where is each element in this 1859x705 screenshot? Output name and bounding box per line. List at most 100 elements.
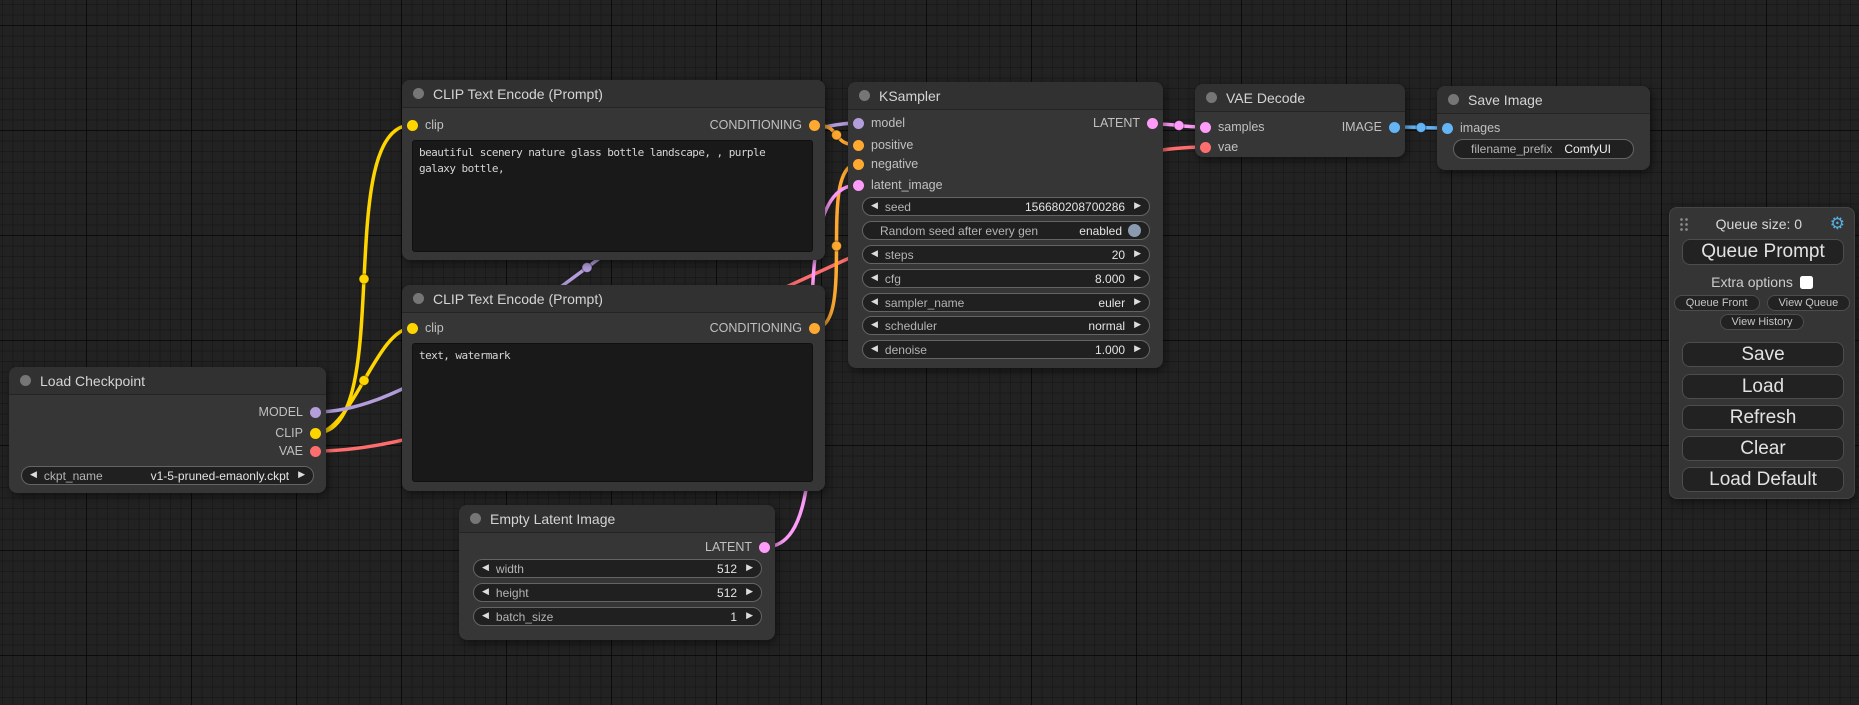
- input-slot-samples[interactable]: samples: [1195, 117, 1265, 137]
- scheduler-widget[interactable]: ◀ scheduler normal ▶: [862, 316, 1150, 335]
- height-widget[interactable]: ◀ height 512 ▶: [473, 583, 762, 602]
- increment-arrow-icon[interactable]: ▶: [1134, 273, 1141, 283]
- clip-slot-dot[interactable]: [310, 427, 321, 439]
- decrement-arrow-icon[interactable]: ◀: [482, 587, 489, 597]
- decrement-arrow-icon[interactable]: ◀: [871, 297, 878, 307]
- increment-arrow-icon[interactable]: ▶: [746, 563, 753, 573]
- input-slot-model[interactable]: model: [848, 113, 905, 133]
- output-slot-image[interactable]: IMAGE: [1342, 117, 1405, 137]
- conditioning-slot-dot[interactable]: [809, 119, 820, 131]
- output-slot-vae[interactable]: VAE: [279, 441, 326, 461]
- collapse-dot-icon[interactable]: [1448, 94, 1459, 105]
- input-slot-latent-image[interactable]: latent_image: [848, 175, 943, 195]
- collapse-dot-icon[interactable]: [413, 88, 424, 99]
- collapse-dot-icon[interactable]: [1206, 92, 1217, 103]
- node-ksampler[interactable]: KSampler model LATENT positive negative …: [848, 82, 1163, 368]
- decrement-arrow-icon[interactable]: ◀: [482, 611, 489, 621]
- extra-options-checkbox[interactable]: [1799, 275, 1813, 289]
- increment-arrow-icon[interactable]: ▶: [1134, 201, 1141, 211]
- queue-menu-panel[interactable]: Queue size: 0 ⚙ Queue Prompt Extra optio…: [1669, 207, 1855, 499]
- ckpt-name-widget[interactable]: ◀ ckpt_name v1-5-pruned-emaonly.ckpt ▶: [21, 466, 314, 485]
- input-slot-clip[interactable]: clip: [402, 115, 444, 135]
- node-clip-text-encode-positive[interactable]: CLIP Text Encode (Prompt) clip CONDITION…: [402, 80, 825, 260]
- input-slot-images[interactable]: images: [1437, 118, 1500, 138]
- vae-slot-dot[interactable]: [1200, 141, 1211, 153]
- steps-widget[interactable]: ◀ steps 20 ▶: [862, 245, 1150, 264]
- node-title-bar[interactable]: Empty Latent Image: [459, 505, 775, 533]
- increment-arrow-icon[interactable]: ▶: [1134, 320, 1141, 330]
- clear-button[interactable]: Clear: [1682, 436, 1844, 461]
- latent-slot-dot[interactable]: [853, 179, 864, 191]
- node-load-checkpoint[interactable]: Load Checkpoint MODEL CLIP VAE ◀ ckpt_na…: [9, 367, 326, 493]
- node-vae-decode[interactable]: VAE Decode samples IMAGE vae: [1195, 84, 1405, 157]
- increment-arrow-icon[interactable]: ▶: [1134, 344, 1141, 354]
- model-slot-dot[interactable]: [853, 117, 864, 129]
- output-slot-latent[interactable]: LATENT: [1093, 113, 1163, 133]
- denoise-widget[interactable]: ◀ denoise 1.000 ▶: [862, 340, 1150, 359]
- drag-handle-icon[interactable]: [1679, 217, 1688, 231]
- input-slot-negative[interactable]: negative: [848, 154, 918, 174]
- vae-slot-dot[interactable]: [310, 445, 321, 457]
- image-slot-dot[interactable]: [1389, 121, 1400, 133]
- negative-prompt-textarea[interactable]: text, watermark: [412, 343, 813, 482]
- decrement-arrow-icon[interactable]: ◀: [871, 344, 878, 354]
- sampler-name-widget[interactable]: ◀ sampler_name euler ▶: [862, 293, 1150, 312]
- load-default-button[interactable]: Load Default: [1682, 467, 1844, 492]
- increment-arrow-icon[interactable]: ▶: [746, 587, 753, 597]
- decrement-arrow-icon[interactable]: ◀: [871, 201, 878, 211]
- decrement-arrow-icon[interactable]: ◀: [871, 249, 878, 259]
- width-widget[interactable]: ◀ width 512 ▶: [473, 559, 762, 578]
- latent-slot-dot[interactable]: [759, 541, 770, 553]
- input-slot-clip[interactable]: clip: [402, 318, 444, 338]
- output-slot-latent[interactable]: LATENT: [705, 537, 775, 557]
- image-slot-dot[interactable]: [1442, 122, 1453, 134]
- latent-slot-dot[interactable]: [1147, 117, 1158, 129]
- decrement-arrow-icon[interactable]: ◀: [482, 563, 489, 573]
- latent-slot-dot[interactable]: [1200, 121, 1211, 133]
- node-title-bar[interactable]: CLIP Text Encode (Prompt): [402, 80, 825, 108]
- cfg-widget[interactable]: ◀ cfg 8.000 ▶: [862, 269, 1150, 288]
- model-slot-dot[interactable]: [310, 406, 321, 418]
- conditioning-slot-dot[interactable]: [853, 139, 864, 151]
- load-button[interactable]: Load: [1682, 374, 1844, 399]
- node-title-bar[interactable]: CLIP Text Encode (Prompt): [402, 285, 825, 313]
- refresh-button[interactable]: Refresh: [1682, 405, 1844, 430]
- clip-slot-dot[interactable]: [407, 322, 418, 334]
- positive-prompt-textarea[interactable]: beautiful scenery nature glass bottle la…: [412, 140, 813, 252]
- view-history-button[interactable]: View History: [1719, 314, 1805, 330]
- node-title-bar[interactable]: Save Image: [1437, 86, 1650, 114]
- decrement-arrow-icon[interactable]: ◀: [30, 470, 37, 480]
- seed-widget[interactable]: ◀ seed 156680208700286 ▶: [862, 197, 1150, 216]
- input-slot-vae[interactable]: vae: [1195, 137, 1238, 157]
- collapse-dot-icon[interactable]: [470, 513, 481, 524]
- decrement-arrow-icon[interactable]: ◀: [871, 320, 878, 330]
- node-title-bar[interactable]: Load Checkpoint: [9, 367, 326, 395]
- increment-arrow-icon[interactable]: ▶: [1134, 297, 1141, 307]
- node-clip-text-encode-negative[interactable]: CLIP Text Encode (Prompt) clip CONDITION…: [402, 285, 825, 491]
- queue-prompt-button[interactable]: Queue Prompt: [1682, 239, 1844, 265]
- output-slot-conditioning[interactable]: CONDITIONING: [710, 115, 825, 135]
- batch-size-widget[interactable]: ◀ batch_size 1 ▶: [473, 607, 762, 626]
- increment-arrow-icon[interactable]: ▶: [1134, 249, 1141, 259]
- collapse-dot-icon[interactable]: [20, 375, 31, 386]
- output-slot-model[interactable]: MODEL: [259, 402, 326, 422]
- node-title-bar[interactable]: KSampler: [848, 82, 1163, 110]
- settings-gear-icon[interactable]: ⚙: [1829, 213, 1845, 234]
- increment-arrow-icon[interactable]: ▶: [298, 470, 305, 480]
- queue-front-button[interactable]: Queue Front: [1673, 295, 1760, 311]
- increment-arrow-icon[interactable]: ▶: [746, 611, 753, 621]
- filename-prefix-widget[interactable]: filename_prefix ComfyUI: [1453, 139, 1634, 159]
- save-button[interactable]: Save: [1682, 342, 1844, 367]
- output-slot-clip[interactable]: CLIP: [275, 423, 326, 443]
- clip-slot-dot[interactable]: [407, 119, 418, 131]
- decrement-arrow-icon[interactable]: ◀: [871, 273, 878, 283]
- conditioning-slot-dot[interactable]: [809, 322, 820, 334]
- collapse-dot-icon[interactable]: [859, 90, 870, 101]
- toggle-on-icon[interactable]: [1128, 224, 1141, 237]
- node-empty-latent-image[interactable]: Empty Latent Image LATENT ◀ width 512 ▶ …: [459, 505, 775, 640]
- view-queue-button[interactable]: View Queue: [1766, 295, 1851, 311]
- collapse-dot-icon[interactable]: [413, 293, 424, 304]
- output-slot-conditioning[interactable]: CONDITIONING: [710, 318, 825, 338]
- node-title-bar[interactable]: VAE Decode: [1195, 84, 1405, 112]
